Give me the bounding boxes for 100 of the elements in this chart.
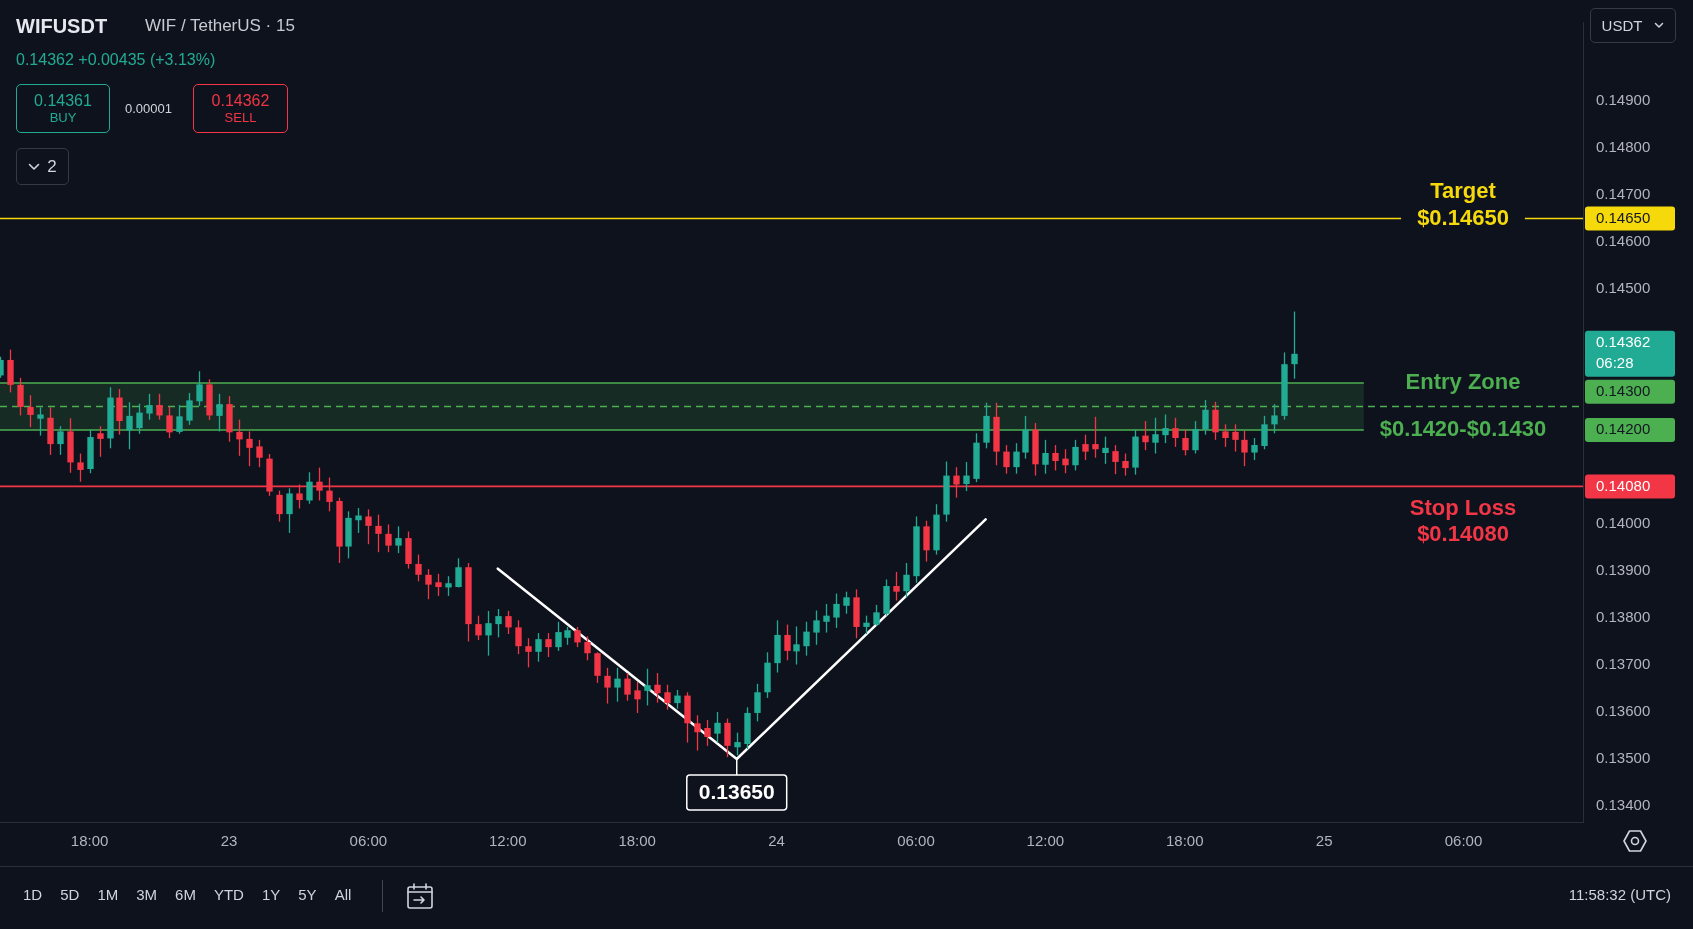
candlestick [1251,437,1258,461]
candlestick [1052,444,1059,472]
candlestick [584,635,591,661]
y-tick-label: 0.13500 [1596,749,1651,767]
candlestick [535,632,542,663]
candlestick [166,405,173,439]
annotation: 0.00001 [125,101,172,117]
text: 5D [60,885,80,905]
candlestick [624,672,631,702]
text: 0.14300 [1596,381,1651,399]
candlestick [1162,413,1169,444]
text: 0.14080 [1596,476,1651,494]
candlestick [1092,416,1099,459]
candlestick [1271,403,1278,434]
text: YTD [213,885,244,905]
y-tick-label: 0.13900 [1596,561,1651,579]
text: 11:58:32 (UTC) [1568,885,1671,905]
candlestick [375,513,382,553]
candlestick [1122,452,1129,477]
candlestick [515,619,522,655]
candlestick [196,370,203,407]
candlestick [146,393,153,421]
candlestick [27,394,34,428]
candlestick [355,507,362,534]
candlestick [963,461,970,492]
candlestick [833,592,840,629]
annotation: SELL [224,110,257,126]
text: 1D [23,885,43,905]
x-tick-label: 18:00 [618,832,656,850]
candlestick [1013,442,1020,475]
x-tick-label: 18:00 [1165,832,1204,850]
candlestick [445,575,452,597]
text: 0.14362 06:28 [1596,332,1651,371]
candlestick [784,623,791,661]
x-tick-label: 23 [220,832,238,850]
candlestick [1172,417,1179,448]
candlestick [17,377,24,417]
buy-button: 0.14361 BUY [16,84,110,133]
candlestick [485,610,492,657]
y-tick-label: 0.13600 [1596,702,1651,720]
candlestick [136,403,143,435]
annotation: 0.14361 [34,91,92,110]
chart-title: WIFUSDT [16,14,108,38]
candlestick [435,573,442,597]
y-tick-label: 0.14800 [1596,138,1651,156]
text: 0.14362 +0.00435 (+3.13%) [16,50,216,70]
candlestick [186,392,193,426]
candlestick [1232,423,1239,453]
candlestick [823,603,830,634]
candlestick [1102,435,1109,465]
y-tick-label: 0.13800 [1596,608,1651,626]
x-tick-label: 25 [1315,832,1333,850]
candlestick [276,489,283,523]
candlestick [803,621,810,657]
x-tick-label: 18:00 [70,832,109,850]
band-label: Entry Zone $0.1420-$0.1430 [1379,369,1547,442]
candlestick [1112,444,1119,475]
candlestick [604,667,611,705]
annotation: 0.13650 [698,780,775,804]
candlestick [843,591,850,615]
candlestick [365,508,372,545]
x-tick-label: 06:00 [897,832,935,850]
candlestick [57,425,64,456]
y-tick-label: 0.13700 [1596,655,1651,673]
x-tick-label: 24 [768,832,785,850]
candlestick [644,668,651,707]
candlestick [455,557,462,589]
text: 0.14650 [1596,208,1651,226]
x-tick-label: 06:00 [1444,832,1483,850]
candlestick [813,609,820,646]
candlestick [1182,428,1189,457]
text: 6M [175,885,196,905]
candlestick [306,471,313,505]
text: 3M [136,885,158,905]
candlestick [1062,448,1069,474]
candlestick [1022,415,1029,460]
annotation: 2 [47,156,57,177]
candlestick [1222,423,1229,448]
candlestick [395,525,402,554]
candlestick [873,604,880,627]
y-tick-label: 0.14600 [1596,232,1651,250]
text: All [334,885,352,905]
candlestick [116,388,123,436]
y-tick-label: 0.14000 [1596,514,1651,532]
annotation: 0.14362 [211,91,270,110]
candlestick [495,608,502,638]
candlestick [724,717,731,758]
candlestick [1142,420,1149,451]
candlestick [634,681,641,714]
candlestick [654,672,661,704]
candlestick [545,632,552,658]
candlestick [1072,439,1079,472]
candlestick [1003,444,1010,475]
candlestick [216,393,223,433]
candlestick [714,711,721,744]
y-tick-label: 0.14500 [1596,279,1651,297]
candlestick [893,571,900,602]
candlestick [793,625,800,666]
collapse-button: 2 [16,148,69,185]
candlestick [126,401,133,450]
